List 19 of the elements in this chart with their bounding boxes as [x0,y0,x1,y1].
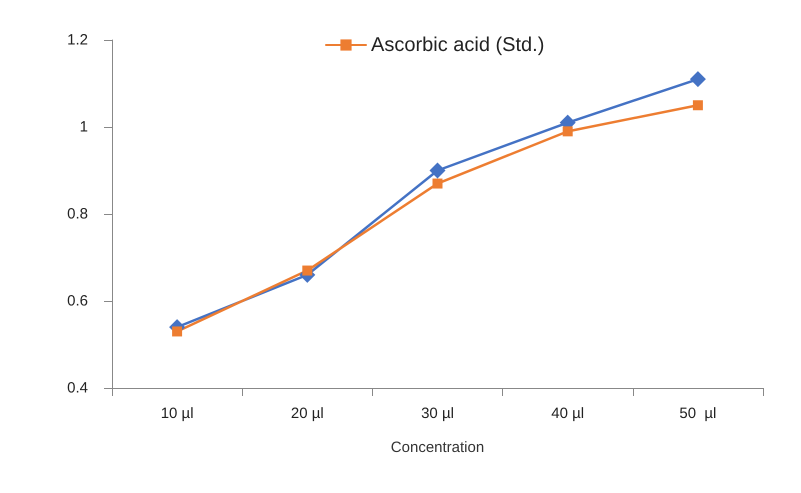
x-tick-label: 50 µl [679,405,716,422]
x-tick-label: 40 µl [551,405,584,422]
y-tick-label: 0.8 [67,206,88,222]
point [432,178,442,189]
y-tick-label: 0.4 [67,380,88,396]
point [302,266,312,276]
point [692,100,703,110]
y-tick-label: 0.6 [67,292,88,310]
y-tick-label: 1 [80,118,88,136]
y-tick-label: 1.2 [67,32,88,48]
x-tick-label: 20 µl [290,405,324,422]
point [430,162,446,178]
x-tick-label: 10 µl [160,405,194,422]
x-tick-label: 30 µl [421,405,454,422]
point [690,71,706,88]
point [172,326,182,336]
point [562,126,573,136]
legend-label: Ascorbic acid (Std.) [371,34,544,56]
x-axis-title: Concentration [390,439,484,456]
